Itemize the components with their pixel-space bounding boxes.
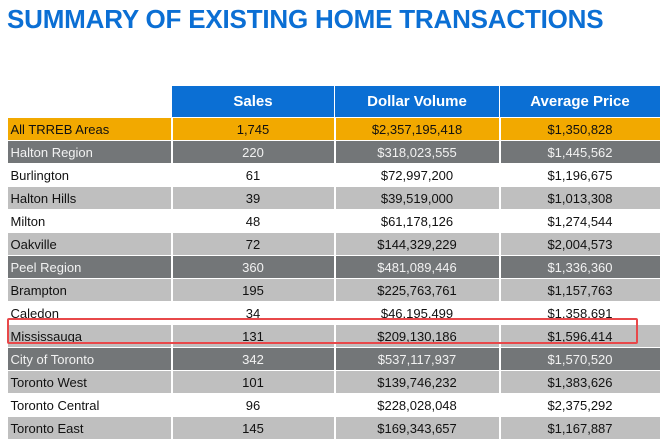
average-price-cell: $1,350,828 bbox=[500, 118, 660, 141]
sales-cell: 61 bbox=[172, 164, 335, 187]
average-price-cell: $1,445,562 bbox=[500, 141, 660, 164]
header-area bbox=[8, 86, 172, 118]
area-cell: Caledon bbox=[8, 302, 172, 325]
header-dollar-volume: Dollar Volume bbox=[335, 86, 500, 118]
dollar-volume-cell: $481,089,446 bbox=[335, 256, 500, 279]
sales-cell: 39 bbox=[172, 187, 335, 210]
average-price-cell: $1,358,691 bbox=[500, 302, 660, 325]
sales-cell: 342 bbox=[172, 348, 335, 371]
average-price-cell: $2,004,573 bbox=[500, 233, 660, 256]
average-price-cell: $1,274,544 bbox=[500, 210, 660, 233]
area-cell: Halton Hills bbox=[8, 187, 172, 210]
dollar-volume-cell: $72,997,200 bbox=[335, 164, 500, 187]
average-price-cell: $1,167,887 bbox=[500, 417, 660, 440]
dollar-volume-cell: $169,343,657 bbox=[335, 417, 500, 440]
area-cell: City of Toronto bbox=[8, 348, 172, 371]
area-cell: Toronto East bbox=[8, 417, 172, 440]
sales-cell: 131 bbox=[172, 325, 335, 348]
sales-cell: 145 bbox=[172, 417, 335, 440]
dollar-volume-cell: $2,357,195,418 bbox=[335, 118, 500, 141]
sales-cell: 220 bbox=[172, 141, 335, 164]
sales-cell: 96 bbox=[172, 394, 335, 417]
average-price-cell: $1,196,675 bbox=[500, 164, 660, 187]
average-price-cell: $1,570,520 bbox=[500, 348, 660, 371]
sales-cell: 72 bbox=[172, 233, 335, 256]
area-cell: Oakville bbox=[8, 233, 172, 256]
area-cell: Toronto West bbox=[8, 371, 172, 394]
sales-cell: 101 bbox=[172, 371, 335, 394]
sales-cell: 195 bbox=[172, 279, 335, 302]
dollar-volume-cell: $61,178,126 bbox=[335, 210, 500, 233]
sales-cell: 48 bbox=[172, 210, 335, 233]
average-price-cell: $1,157,763 bbox=[500, 279, 660, 302]
dollar-volume-cell: $228,028,048 bbox=[335, 394, 500, 417]
average-price-cell: $1,596,414 bbox=[500, 325, 660, 348]
sales-cell: 1,745 bbox=[172, 118, 335, 141]
header-sales: Sales bbox=[172, 86, 335, 118]
table-header-row: Sales Dollar Volume Average Price bbox=[8, 86, 660, 118]
page-title: SUMMARY OF EXISTING HOME TRANSACTIONS bbox=[7, 4, 603, 35]
area-cell: Peel Region bbox=[8, 256, 172, 279]
dollar-volume-cell: $139,746,232 bbox=[335, 371, 500, 394]
average-price-cell: $2,375,292 bbox=[500, 394, 660, 417]
transactions-table: Sales Dollar Volume Average Price All TR… bbox=[7, 85, 660, 440]
dollar-volume-cell: $225,763,761 bbox=[335, 279, 500, 302]
dollar-volume-cell: $209,130,186 bbox=[335, 325, 500, 348]
dollar-volume-cell: $39,519,000 bbox=[335, 187, 500, 210]
dollar-volume-cell: $46,195,499 bbox=[335, 302, 500, 325]
dollar-volume-cell: $537,117,937 bbox=[335, 348, 500, 371]
sales-cell: 360 bbox=[172, 256, 335, 279]
area-cell: All TRREB Areas bbox=[8, 118, 172, 141]
area-cell: Burlington bbox=[8, 164, 172, 187]
average-price-cell: $1,013,308 bbox=[500, 187, 660, 210]
area-cell: Brampton bbox=[8, 279, 172, 302]
average-price-cell: $1,383,626 bbox=[500, 371, 660, 394]
area-cell: Halton Region bbox=[8, 141, 172, 164]
dollar-volume-cell: $318,023,555 bbox=[335, 141, 500, 164]
average-price-cell: $1,336,360 bbox=[500, 256, 660, 279]
area-cell: Toronto Central bbox=[8, 394, 172, 417]
sales-cell: 34 bbox=[172, 302, 335, 325]
dollar-volume-cell: $144,329,229 bbox=[335, 233, 500, 256]
area-cell: Mississauga bbox=[8, 325, 172, 348]
header-average-price: Average Price bbox=[500, 86, 660, 118]
area-cell: Milton bbox=[8, 210, 172, 233]
